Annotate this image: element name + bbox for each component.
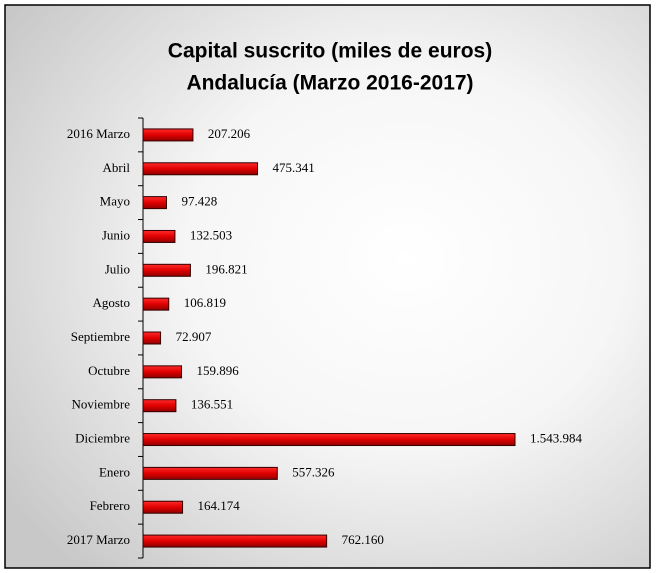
chart-title: Capital suscrito (miles de euros) <box>168 40 492 63</box>
bar <box>142 229 176 243</box>
y-tick-label: Diciembre <box>75 431 130 446</box>
bar <box>142 500 184 514</box>
data-label: 557.326 <box>292 464 335 479</box>
bar <box>142 466 278 480</box>
y-tick-label: Abril <box>103 160 131 175</box>
y-tick-label: 2017 Marzo <box>67 532 130 547</box>
chart-frame <box>4 4 651 569</box>
bar <box>142 128 194 142</box>
y-tick-label: Enero <box>99 464 130 479</box>
y-tick-label: Noviembre <box>72 397 131 412</box>
bar <box>142 433 516 447</box>
y-tick-label: Septiembre <box>71 329 130 344</box>
y-tick-label: Julio <box>105 261 130 276</box>
bar <box>142 196 167 210</box>
data-label: 106.819 <box>184 295 226 310</box>
data-label: 475.341 <box>273 160 315 175</box>
y-tick-label: Octubre <box>88 363 130 378</box>
data-label: 196.821 <box>205 261 247 276</box>
data-label: 136.551 <box>191 397 233 412</box>
y-tick-label: Agosto <box>92 295 130 310</box>
bar <box>142 365 183 379</box>
data-label: 207.206 <box>208 126 251 141</box>
data-label: 72.907 <box>176 329 212 344</box>
bar <box>142 331 162 345</box>
data-label: 97.428 <box>181 194 217 209</box>
data-label: 762.160 <box>342 532 384 547</box>
bar <box>142 399 177 413</box>
data-label: 1.543.984 <box>530 431 583 446</box>
data-label: 164.174 <box>198 498 241 513</box>
data-label: 159.896 <box>197 363 240 378</box>
bar <box>142 162 259 176</box>
y-tick-label: Febrero <box>90 498 130 513</box>
y-tick-label: 2016 Marzo <box>67 126 130 141</box>
chart-title: Andalucía (Marzo 2016-2017) <box>186 72 473 95</box>
data-label: 132.503 <box>190 227 232 242</box>
y-tick-label: Junio <box>102 227 130 242</box>
y-tick-label: Mayo <box>100 194 130 209</box>
bar <box>142 263 191 277</box>
bar <box>142 534 328 548</box>
bar <box>142 297 170 311</box>
